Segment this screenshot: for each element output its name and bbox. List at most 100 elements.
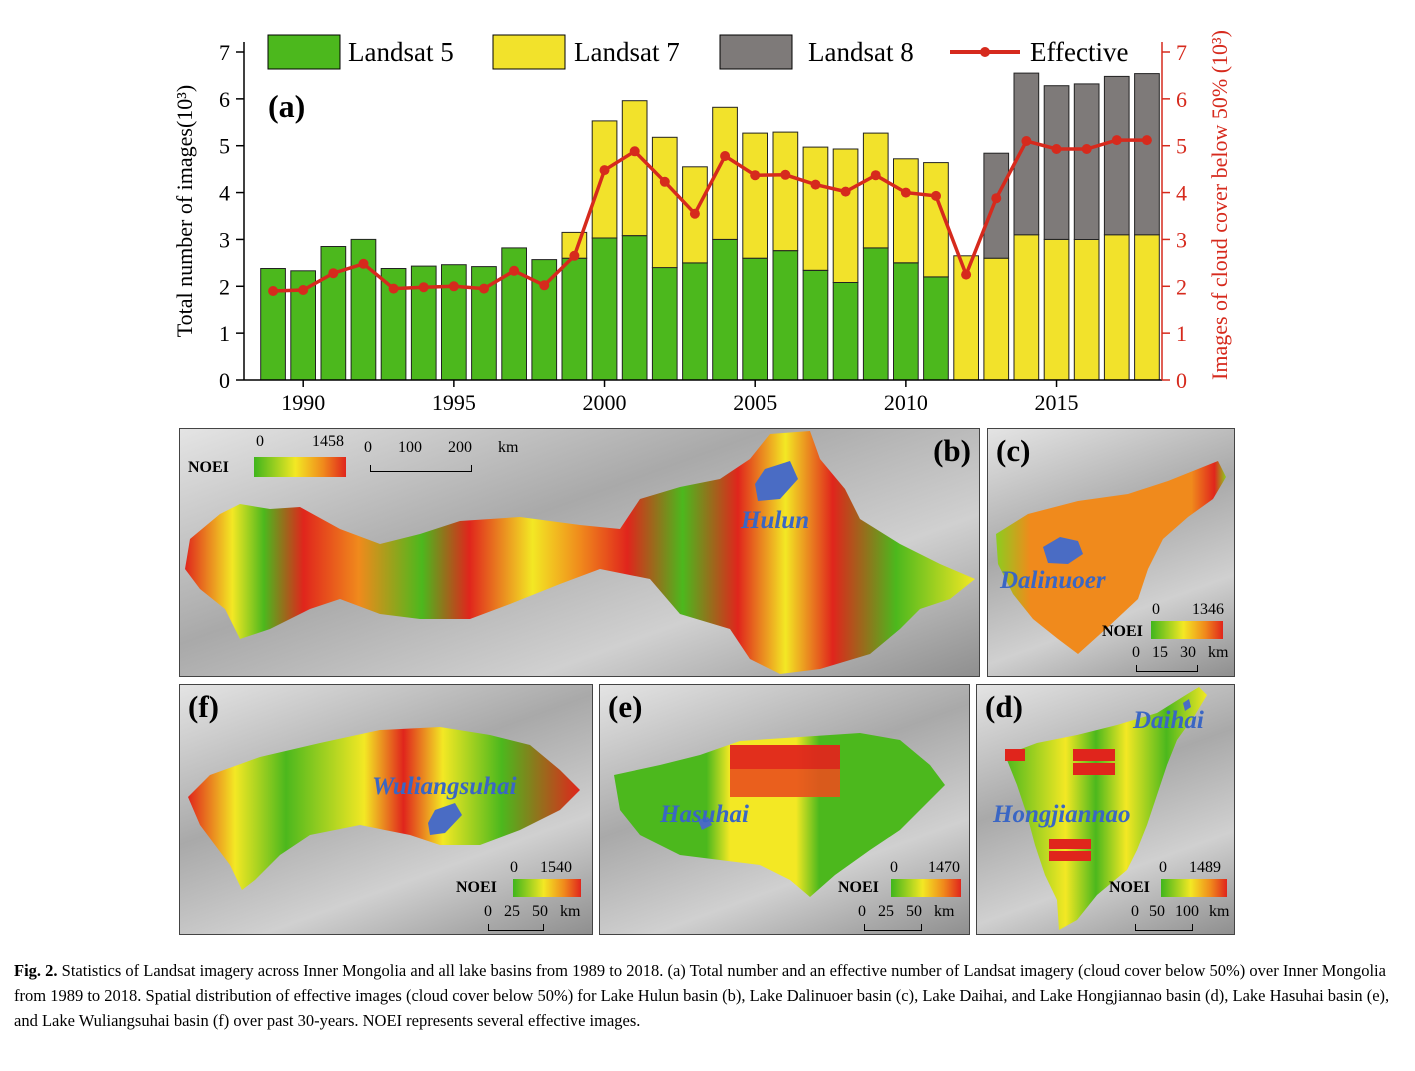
lake-label-dalinuoer: Dalinuoer (1000, 567, 1106, 594)
bar-landsat5-2003 (682, 262, 708, 381)
effective-point-2011 (931, 190, 941, 201)
noei-colorbar-d (1161, 879, 1227, 897)
x-ticks: 1990 1995 2000 2005 2010 2015 (281, 380, 1079, 415)
map-panel-d: (d) Daihai Hongjiannao NOEI 0 1489 0 50 … (976, 684, 1235, 935)
panel-f-label: (f) (188, 689, 219, 724)
scale-c-2: 30 km (1180, 644, 1229, 661)
scale-f-2: 50 km (532, 903, 581, 920)
scale-b-1: 100 (398, 439, 422, 456)
panel-b-label: (b) (933, 433, 971, 468)
bar-landsat7-2009 (862, 132, 889, 249)
bar-landsat7-2006 (772, 131, 799, 252)
effective-point-2012 (961, 269, 972, 280)
map-b-basin (185, 431, 975, 674)
bar-landsat7-2001 (621, 100, 648, 237)
effective-point-1991 (328, 268, 339, 279)
scale-bar-f (488, 924, 544, 931)
hasuhai-basin-shape (614, 733, 945, 897)
bar-landsat5-2001 (621, 235, 648, 381)
y-ticks-right: 0 1 2 3 4 5 6 7 (1162, 40, 1187, 393)
scale-f: 0 25 50 km (484, 903, 580, 921)
caption-text: Statistics of Landsat imagery across Inn… (14, 961, 1390, 1030)
y-left-tick-label-2: 2 (219, 274, 230, 299)
effective-point-2009 (870, 170, 881, 181)
scale-bar-e (864, 924, 922, 931)
y-left-tick-label-6: 6 (219, 87, 230, 112)
d-hotspot-3 (1005, 749, 1025, 761)
noei-colorbar-f (513, 879, 581, 897)
bar-landsat7-2018 (1134, 234, 1160, 381)
noei-min-f: 0 (510, 859, 518, 876)
effective-line (273, 138, 1147, 293)
effective-line-group (268, 135, 1152, 296)
hulun-lake (755, 461, 798, 501)
chart-a: 0 1 2 3 4 5 6 7 0 1 2 3 4 5 6 7 1990 1995 2000 2005 2010 20… (172, 30, 1232, 415)
scale-b: 0 100 200 km (364, 439, 518, 457)
noei-min-e: 0 (890, 859, 898, 876)
noei-min-b: 0 (256, 433, 264, 450)
daihai-hongjiannao-basin-shape (1005, 687, 1207, 930)
scale-bar-c (1136, 665, 1198, 672)
y-right-tick-label-5: 5 (1176, 134, 1187, 159)
bar-landsat7-2002 (651, 136, 678, 269)
bar-landsat7-2014 (1013, 234, 1040, 381)
bar-landsat5-2011 (923, 276, 949, 381)
bar-landsat5-2007 (802, 269, 829, 381)
legend-swatch-landsat7 (492, 34, 566, 70)
x-tick-label-1990: 1990 (281, 390, 325, 415)
bar-landsat7-2007 (802, 146, 829, 271)
effective-point-1995 (448, 281, 459, 292)
scale-bar-d (1135, 924, 1193, 931)
effective-point-2001 (629, 146, 640, 157)
noei-max-c: 1346 (1192, 601, 1224, 618)
y-right-tick-label-1: 1 (1176, 321, 1187, 346)
x-tick-label-2010: 2010 (884, 390, 928, 415)
hasuhai-hotspot-2 (730, 769, 840, 797)
bar-landsat8-2015 (1043, 85, 1070, 240)
bar-landsat7-2015 (1043, 238, 1070, 381)
y-left-tick-label-3: 3 (219, 227, 230, 252)
dalinuoer-basin-shape (996, 461, 1226, 654)
effective-point-1997 (509, 265, 520, 276)
x-tick-label-1995: 1995 (432, 390, 476, 415)
y-right-tick-label-2: 2 (1176, 274, 1187, 299)
scale-d-1: 50 (1149, 903, 1165, 920)
y-left-tick-label-0: 0 (219, 368, 230, 393)
effective-point-2014 (1021, 136, 1032, 146)
scale-b-2: 200 km (448, 439, 519, 456)
noei-colorbar-e (891, 879, 961, 897)
effective-point-2018 (1141, 135, 1152, 146)
bar-landsat7-2013 (983, 257, 1010, 381)
bar-landsat5-2008 (832, 282, 859, 381)
effective-point-2004 (720, 151, 731, 161)
noei-max-e: 1470 (928, 859, 960, 876)
map-c-basin (996, 461, 1226, 654)
noei-colorbar-c (1151, 621, 1223, 639)
bar-landsat8-2018 (1134, 73, 1160, 236)
legend-swatch-landsat8 (719, 34, 793, 70)
bar-landsat8-2017 (1103, 75, 1130, 236)
bar-landsat7-2005 (742, 132, 768, 259)
effective-point-2017 (1111, 135, 1122, 146)
bar-landsat8-2016 (1073, 83, 1100, 241)
noei-max-d: 1489 (1189, 859, 1221, 876)
scale-bar-b (370, 465, 472, 472)
effective-point-2005 (750, 170, 761, 181)
panel-d-label: (d) (985, 689, 1023, 724)
noei-title-d: NOEI (1109, 879, 1150, 896)
noei-max-b: 1458 (312, 433, 344, 450)
dalinuoer-lake (1043, 537, 1083, 564)
d-hotspot-4 (1049, 839, 1091, 849)
y-label-left: Total number of images(10³) (172, 85, 197, 337)
wuliangsuhai-basin-shape (188, 727, 580, 890)
effective-point-2002 (659, 176, 670, 187)
bar-landsat5-1999 (561, 257, 588, 381)
d-hotspot-5 (1049, 851, 1091, 861)
effective-point-1994 (418, 282, 429, 293)
scale-c: 0 15 30 km (1132, 644, 1228, 662)
effective-point-2003 (689, 208, 700, 219)
effective-point-2013 (991, 193, 1002, 204)
bar-landsat5-1989 (260, 268, 286, 381)
effective-point-1999 (569, 250, 580, 261)
x-tick-label-2000: 2000 (583, 390, 627, 415)
